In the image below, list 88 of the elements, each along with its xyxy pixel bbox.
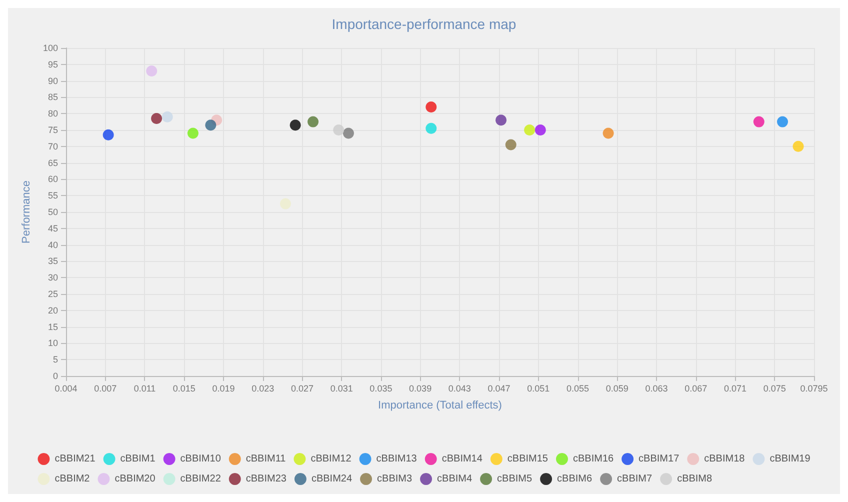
point <box>146 65 158 76</box>
legend-label: cBBIM19 <box>770 454 811 464</box>
y-tick-label: 5 <box>52 354 58 365</box>
x-tick-label: 0.047 <box>488 384 510 394</box>
point <box>602 128 614 139</box>
y-tick-label: 95 <box>48 59 58 70</box>
legend-label: cBBIM10 <box>180 454 222 464</box>
y-tick-label: 90 <box>48 76 58 86</box>
y-tick-label: 75 <box>48 125 58 135</box>
x-tick-label: 0.023 <box>252 384 274 394</box>
x-tick-label: 0.035 <box>370 384 392 394</box>
y-tick-label: 0 <box>52 371 58 381</box>
y-tick-label: 60 <box>48 174 58 184</box>
legend-label: cBBIM6 <box>557 474 592 484</box>
x-tick-label: 0.075 <box>763 384 786 394</box>
point <box>524 124 536 136</box>
x-tick-label: 0.039 <box>409 384 432 394</box>
x-tick-label: 0.043 <box>448 384 471 394</box>
y-tick-label: 70 <box>48 141 58 152</box>
legend-label: cBBIM1 <box>120 454 156 464</box>
y-tick-label: 55 <box>48 190 58 201</box>
y-tick-label: 25 <box>48 289 58 299</box>
point <box>342 128 354 139</box>
x-tick-label: 0.051 <box>527 384 550 394</box>
point <box>534 124 546 136</box>
legend-label: cBBIM17 <box>638 454 680 464</box>
point <box>205 120 216 131</box>
legend-label: cBBIM15 <box>507 454 548 464</box>
x-tick-label: 0.067 <box>684 384 708 394</box>
y-tick-label: 85 <box>48 92 58 102</box>
y-tick-label: 45 <box>48 223 58 234</box>
point <box>426 122 437 134</box>
legend-label: cBBIM2 <box>54 474 90 484</box>
x-tick-label: 0.059 <box>606 384 628 394</box>
point <box>792 140 804 152</box>
chart-title: Importance-performance map <box>332 16 516 32</box>
x-tick-label: 0.027 <box>290 384 314 394</box>
point <box>333 124 344 136</box>
legend-label: cBBIM5 <box>497 474 532 484</box>
legend-label: cBBIM3 <box>377 474 412 484</box>
y-tick-label: 40 <box>48 240 58 250</box>
y-tick-label: 35 <box>48 256 58 266</box>
point <box>753 116 764 128</box>
x-tick-label: 0.007 <box>94 384 117 394</box>
legend-label: cBBIM22 <box>180 474 222 484</box>
y-tick-label: 20 <box>48 305 58 316</box>
legend-label: cBBIM20 <box>114 474 156 484</box>
point <box>102 129 114 140</box>
x-tick-label: 0.031 <box>330 384 353 394</box>
y-axis-title: Performance <box>20 180 32 244</box>
y-tick-label: 100 <box>42 43 58 53</box>
x-tick-label: 0.055 <box>566 384 590 394</box>
x-tick-label: 0.0795 <box>800 384 828 394</box>
x-tick-label: 0.071 <box>724 384 747 394</box>
legend-label: cBBIM16 <box>572 454 614 464</box>
point <box>187 128 198 139</box>
y-tick-label: 15 <box>48 322 58 332</box>
legend-label: cBBIM13 <box>376 454 418 464</box>
point <box>505 139 516 150</box>
y-tick-label: 50 <box>48 207 58 217</box>
point <box>426 102 437 113</box>
legend-label: cBBIM18 <box>704 454 746 464</box>
legend-label: cBBIM14 <box>442 454 483 464</box>
y-tick-label: 65 <box>48 158 58 168</box>
point <box>777 116 788 128</box>
legend-label: cBBIM24 <box>311 474 352 484</box>
point <box>151 113 162 124</box>
x-tick-label: 0.015 <box>172 384 196 394</box>
legend-label: cBBIM8 <box>677 474 713 484</box>
legend-label: cBBIM23 <box>246 474 287 484</box>
x-tick-label: 0.004 <box>54 384 78 394</box>
y-tick-label: 10 <box>48 338 58 348</box>
point <box>280 198 291 210</box>
legend-label: cBBIM4 <box>437 474 472 484</box>
x-tick-label: 0.019 <box>212 384 235 394</box>
point <box>290 120 301 131</box>
y-tick-label: 80 <box>48 108 58 119</box>
legend-label: cBBIM7 <box>617 474 653 484</box>
legend-label: cBBIM11 <box>246 454 286 464</box>
point <box>162 111 173 122</box>
point <box>496 114 507 126</box>
point <box>308 116 319 128</box>
x-axis-title: Importance (Total effects) <box>378 400 502 412</box>
x-tick-label: 0.011 <box>134 384 156 394</box>
y-tick-label: 30 <box>48 272 58 283</box>
legend-label: cBBIM12 <box>310 454 352 464</box>
x-tick-label: 0.063 <box>645 384 668 394</box>
legend-label: cBBIM21 <box>54 454 96 464</box>
